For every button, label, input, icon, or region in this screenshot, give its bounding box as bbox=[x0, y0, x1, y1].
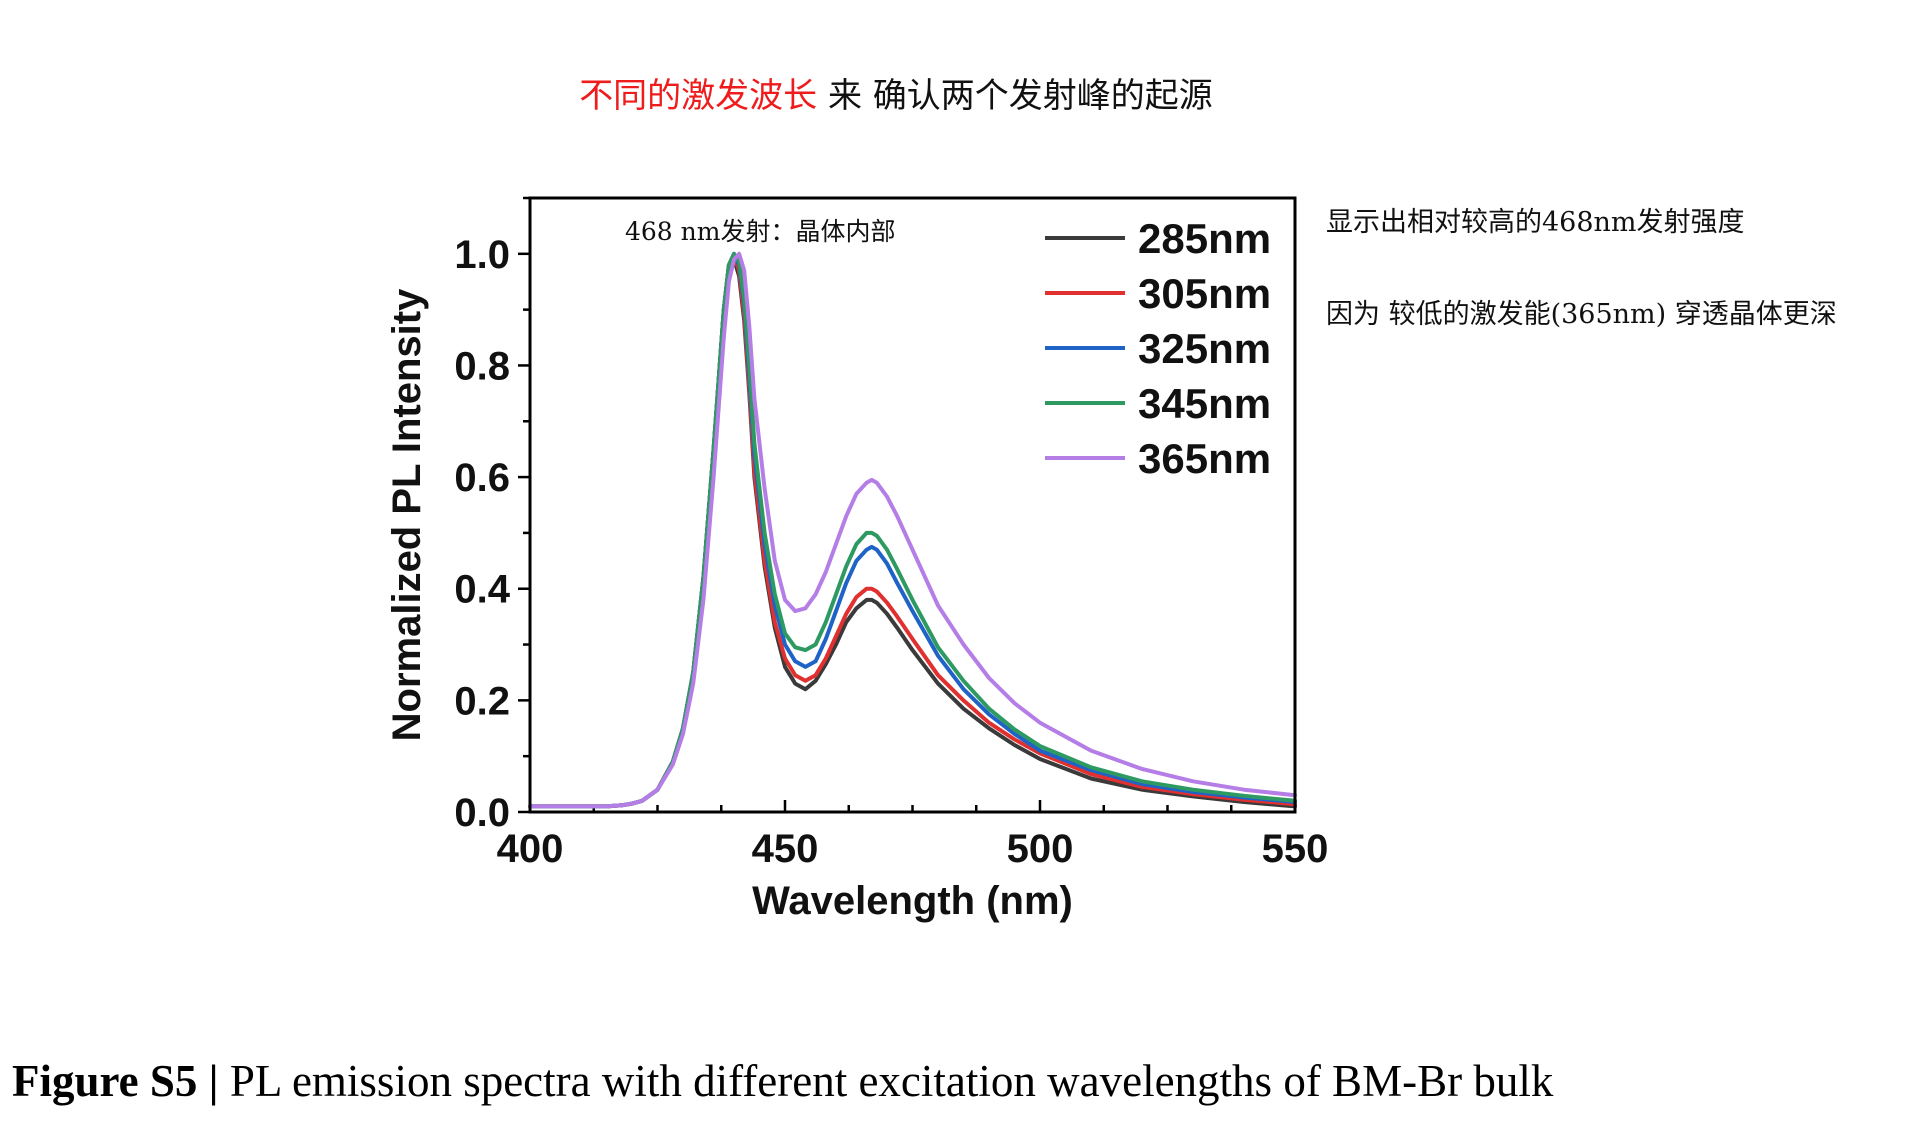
legend-label-325nm: 325nm bbox=[1138, 325, 1271, 372]
legend: 285nm 305nm 325nm 345nm 365nm bbox=[1045, 215, 1271, 482]
legend-label-345nm: 345nm bbox=[1138, 380, 1271, 427]
plot-annotation: 468 nm发射：晶体内部 bbox=[625, 217, 895, 246]
y-tick-label: 1.0 bbox=[454, 233, 510, 277]
right-note-1: 显示出相对较高的468nm发射强度 bbox=[1326, 207, 1745, 238]
y-axis-ticks bbox=[518, 196, 530, 814]
y-tick-label: 0.2 bbox=[454, 679, 510, 723]
x-axis-ticks bbox=[528, 800, 1297, 812]
y-tick-label: 0.6 bbox=[454, 456, 510, 500]
x-tick-label: 550 bbox=[1262, 827, 1329, 871]
legend-label-285nm: 285nm bbox=[1138, 215, 1271, 262]
legend-label-365nm: 365nm bbox=[1138, 435, 1271, 482]
x-axis-label: Wavelength (nm) bbox=[752, 879, 1073, 923]
x-tick-labels: 400 450 500 550 bbox=[497, 827, 1329, 871]
y-tick-labels: 0.0 0.2 0.4 0.6 0.8 1.0 bbox=[454, 233, 510, 835]
x-tick-label: 500 bbox=[1007, 827, 1074, 871]
y-tick-label: 0.8 bbox=[454, 344, 510, 388]
plot-frame bbox=[528, 196, 1297, 814]
caption-text: PL emission spectra with different excit… bbox=[218, 1056, 1554, 1106]
x-tick-label: 450 bbox=[752, 827, 819, 871]
series-line-365nm bbox=[528, 251, 1297, 809]
heading: 不同的激发波长 来 确认两个发射峰的起源 bbox=[0, 68, 1792, 117]
right-note-2: 因为 较低的激发能(365nm) 穿透晶体更深 bbox=[1326, 299, 1837, 330]
legend-label-305nm: 305nm bbox=[1138, 270, 1271, 317]
heading-highlight: 不同的激发波长 bbox=[579, 76, 818, 116]
x-tick-label: 400 bbox=[497, 827, 564, 871]
series-lines bbox=[528, 251, 1297, 809]
y-tick-label: 0.4 bbox=[454, 568, 510, 612]
y-axis-label: Normalized PL Intensity bbox=[385, 288, 429, 741]
y-tick-label: 0.0 bbox=[454, 791, 510, 835]
caption-label: Figure S5 | bbox=[12, 1056, 219, 1106]
figure-caption: Figure S5 | PL emission spectra with dif… bbox=[12, 1055, 1553, 1107]
heading-rest: 来 确认两个发射峰的起源 bbox=[817, 76, 1213, 116]
pl-spectra-chart: 400 450 500 550 0.0 0.2 0.4 0.6 0.8 1.0 Waveleng… bbox=[385, 196, 1329, 923]
